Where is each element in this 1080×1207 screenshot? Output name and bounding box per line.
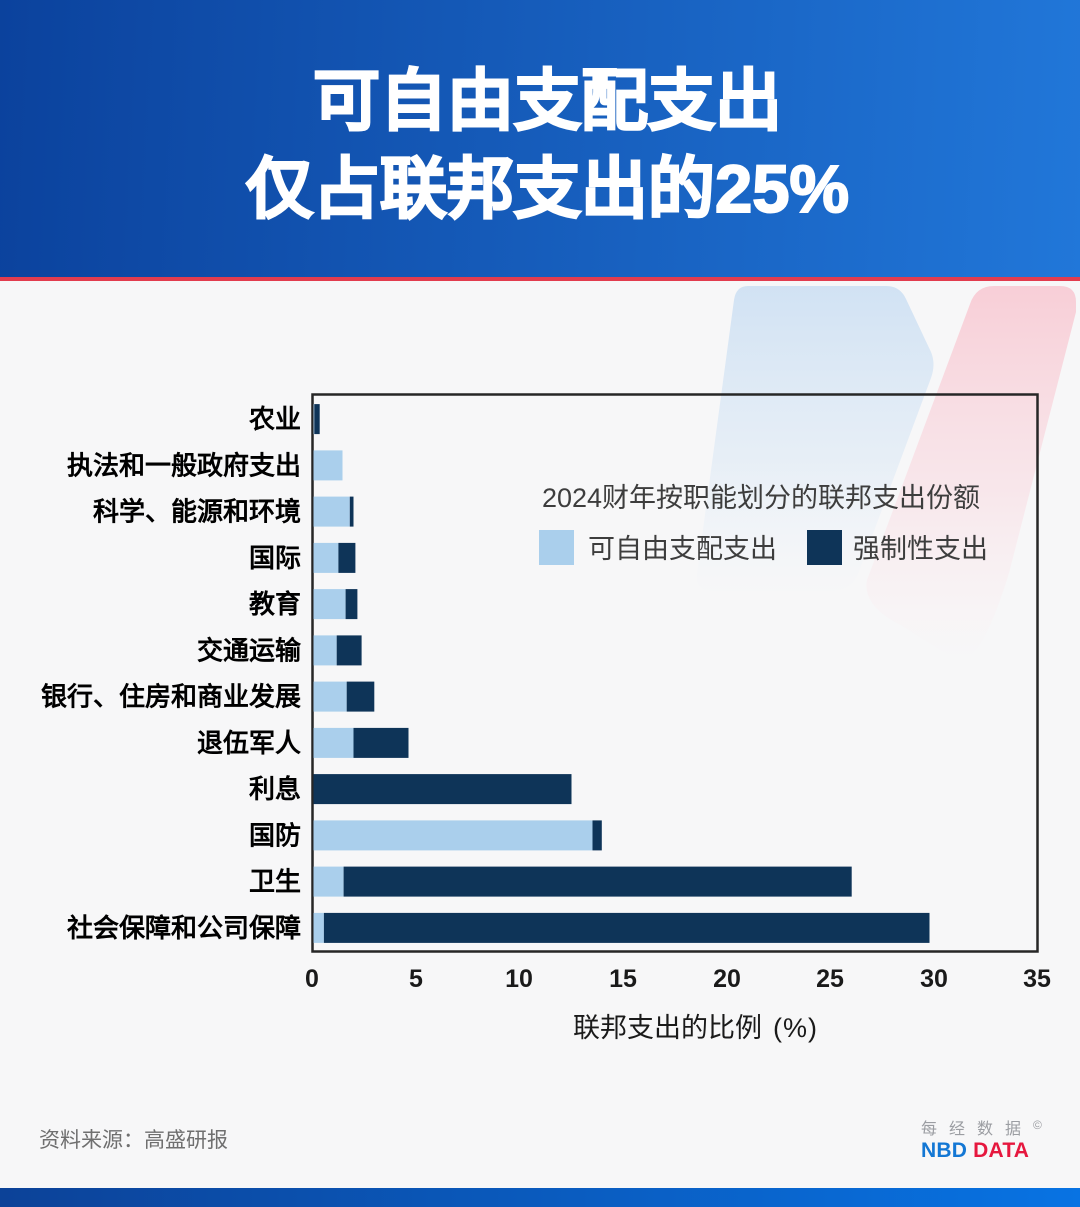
svg-text:国际: 国际 xyxy=(249,543,301,573)
svg-text:0: 0 xyxy=(305,965,319,993)
svg-text:联邦支出的比例: 联邦支出的比例 xyxy=(573,1013,762,1043)
svg-text:利息: 利息 xyxy=(249,774,301,804)
svg-text:社会保障和公司保障: 社会保障和公司保障 xyxy=(67,913,301,943)
svg-text:交通运输: 交通运输 xyxy=(197,635,302,665)
svg-text:30: 30 xyxy=(920,965,948,993)
svg-text:35: 35 xyxy=(1023,965,1051,993)
svg-text:可自由支配支出: 可自由支配支出 xyxy=(588,534,777,564)
svg-text:退伍军人: 退伍军人 xyxy=(197,728,301,758)
svg-text:25: 25 xyxy=(816,965,844,993)
svg-text:银行、住房和商业发展: 银行、住房和商业发展 xyxy=(41,682,301,712)
svg-text:强制性支出: 强制性支出 xyxy=(853,534,988,564)
svg-text:国防: 国防 xyxy=(249,820,301,850)
svg-text:执法和一般政府支出: 执法和一般政府支出 xyxy=(67,450,301,480)
svg-text:15: 15 xyxy=(609,965,637,993)
svg-text:5: 5 xyxy=(409,965,423,993)
svg-text:(%): (%) xyxy=(773,1013,818,1043)
svg-text:农业: 农业 xyxy=(248,404,301,434)
svg-text:2024财年按职能划分的联邦支出份额: 2024财年按职能划分的联邦支出份额 xyxy=(542,483,980,513)
svg-text:20: 20 xyxy=(713,965,741,993)
svg-text:卫生: 卫生 xyxy=(249,867,301,897)
svg-text:科学、能源和环境: 科学、能源和环境 xyxy=(93,497,301,527)
svg-text:教育: 教育 xyxy=(249,589,301,619)
svg-text:10: 10 xyxy=(505,965,533,993)
